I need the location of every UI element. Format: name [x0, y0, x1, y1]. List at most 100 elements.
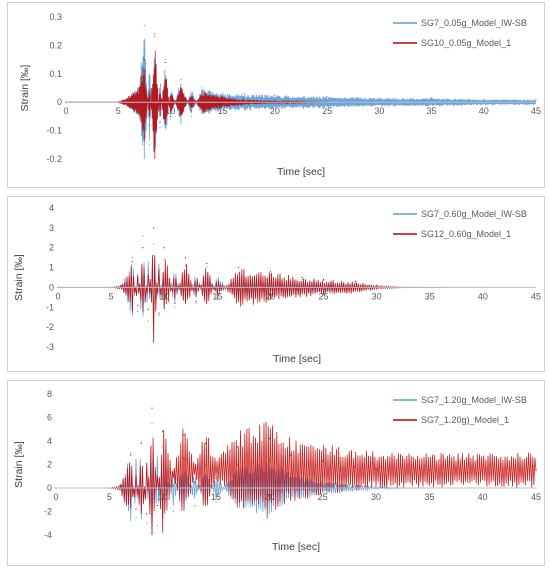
data-point [236, 446, 238, 448]
y-tick-label: -2 [44, 507, 52, 517]
x-tick-label: 45 [531, 492, 541, 502]
x-tick-label: 0 [63, 106, 68, 116]
x-tick-label: 45 [531, 291, 541, 301]
data-point [375, 468, 377, 470]
data-point [156, 505, 158, 507]
legend-entry: SG7_1.20g)_Model_1 [421, 415, 509, 425]
data-point [222, 95, 224, 98]
y-tick-label: 8 [47, 389, 52, 399]
data-point [163, 259, 165, 261]
data-point [156, 525, 158, 527]
x-tick-label: 35 [427, 106, 437, 116]
data-point [162, 446, 164, 448]
x-tick-label: 15 [218, 106, 228, 116]
data-point [174, 306, 176, 308]
data-point [269, 274, 272, 277]
data-point [201, 87, 203, 89]
x-axis-title: Time [sec] [273, 353, 321, 365]
data-point [242, 98, 245, 100]
data-point [482, 469, 484, 471]
data-point [119, 485, 121, 487]
data-point [164, 59, 166, 61]
series-line-2 [56, 421, 537, 536]
x-tick-label: 15 [212, 291, 222, 301]
data-point [153, 243, 155, 245]
y-tick-label: 0.3 [49, 12, 62, 22]
data-point [354, 466, 356, 468]
data-point [172, 510, 174, 513]
legend-entry: SG7_1.20g_Model_IW-SB [421, 395, 527, 405]
y-tick-label: 3 [49, 223, 54, 233]
y-tick-label: 0 [47, 483, 52, 493]
data-point [326, 95, 328, 98]
x-tick-label: 25 [318, 492, 328, 502]
legend-entry: SG12_0.60g_Model_1 [421, 229, 511, 239]
data-point [301, 276, 303, 279]
data-point [159, 127, 161, 129]
data-point [142, 247, 144, 249]
x-tick-label: 20 [270, 106, 280, 116]
data-point [190, 110, 192, 112]
data-point [158, 312, 160, 314]
data-point [151, 407, 153, 409]
data-point [148, 144, 151, 146]
data-point [322, 279, 325, 282]
data-point [184, 264, 187, 267]
y-tick-label: -3 [46, 342, 54, 352]
y-tick-label: 2 [49, 243, 54, 253]
data-point [146, 513, 148, 515]
data-point [274, 100, 276, 102]
x-tick-label: 45 [531, 106, 541, 116]
data-point [140, 442, 142, 444]
data-point [290, 454, 292, 456]
legend-entry: SG7_0.05g_Model_IW-SB [421, 18, 527, 28]
x-tick-label: 10 [165, 106, 175, 116]
data-point [274, 94, 276, 96]
data-point [430, 97, 433, 99]
x-tick-label: 15 [211, 492, 221, 502]
x-axis-title: Time [sec] [272, 541, 320, 553]
y-tick-label: 1 [49, 263, 54, 273]
y-tick-label: -0.1 [46, 126, 62, 136]
y-tick-label: 4 [47, 436, 52, 446]
series-line-2 [58, 254, 441, 343]
data-point [194, 481, 196, 483]
data-point [201, 90, 203, 92]
data-point [121, 284, 123, 287]
x-tick-label: 20 [265, 291, 275, 301]
data-point [140, 440, 142, 442]
y-axis-title: Strain [‰] [19, 65, 31, 112]
data-point [162, 431, 164, 433]
y-tick-label: 0 [49, 282, 54, 292]
data-point [172, 485, 174, 487]
data-point [151, 422, 153, 424]
y-tick-label: -2 [46, 322, 54, 332]
data-point [206, 266, 208, 269]
data-point [130, 452, 132, 454]
data-point [131, 257, 133, 259]
data-point [237, 272, 240, 275]
data-point [137, 310, 139, 312]
data-point [180, 84, 182, 86]
data-point [354, 280, 357, 283]
data-point [378, 97, 380, 99]
data-point [147, 308, 149, 310]
y-tick-label: 0.2 [49, 40, 62, 50]
x-tick-label: 40 [478, 291, 488, 301]
data-point [138, 87, 140, 89]
data-point [164, 61, 166, 64]
data-point [190, 115, 192, 117]
data-point [183, 434, 185, 436]
data-point [535, 98, 537, 100]
data-point [169, 118, 172, 120]
y-tick-label: -1 [46, 302, 54, 312]
legend-entry: SG7_0.60g_Model_IW-SB [421, 209, 527, 219]
data-point [159, 121, 161, 123]
chart-panel-2: -3 -2 -1 0 1 2 3 4 0 5 10 15 20 25 30 35 40 45 Time [sec] S… [7, 196, 545, 372]
data-point [483, 98, 485, 100]
x-tick-label: 35 [424, 492, 434, 502]
data-point [215, 501, 217, 503]
x-tick-label: 5 [116, 106, 121, 116]
